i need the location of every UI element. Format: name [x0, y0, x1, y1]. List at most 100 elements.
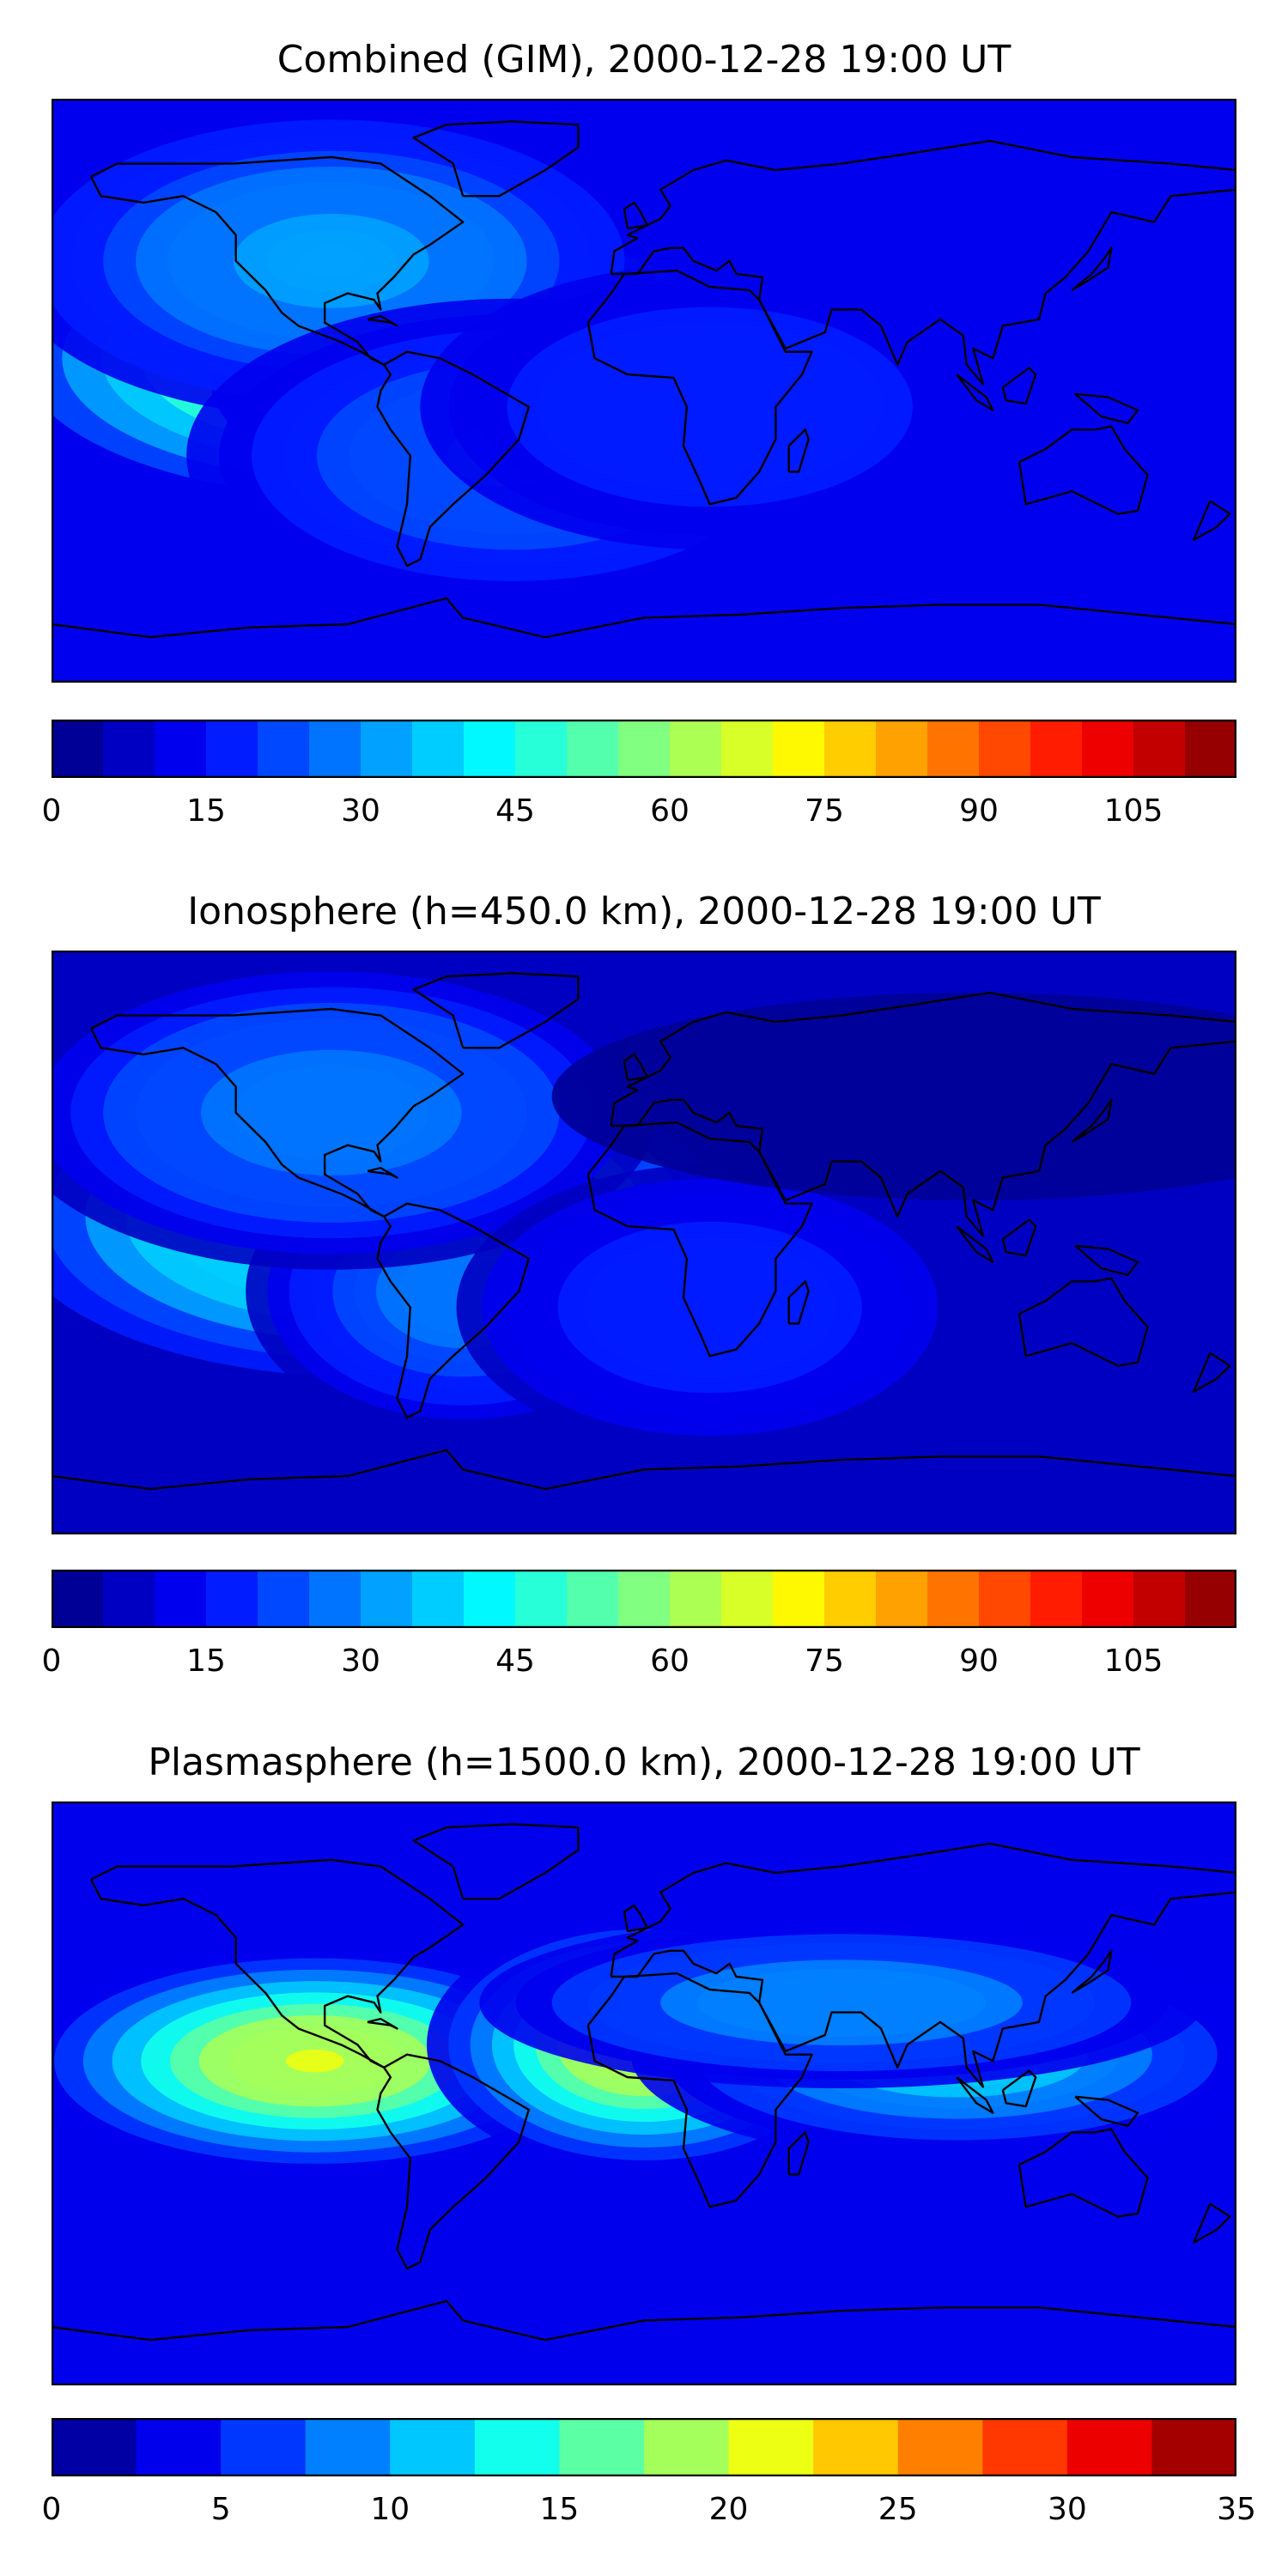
- coastline-south-america: [376, 2053, 531, 2270]
- coastline-british-isles: [623, 1053, 649, 1082]
- colorbar-bin-11: [982, 2418, 1068, 2476]
- cold-spot-0: [551, 993, 1236, 1200]
- panel-2-map: [52, 951, 1236, 1534]
- colorbar-bin-11: [618, 720, 671, 778]
- coastline-cuba: [367, 2017, 398, 2030]
- map-frame: [52, 99, 1236, 683]
- coastline-new-zealand: [1192, 2202, 1231, 2244]
- panel-3-map: [52, 1801, 1236, 2385]
- panel-1-title: Combined (GIM), 2000-12-28 19:00 UT: [276, 38, 1012, 82]
- colorbar-tick-label-1: 15: [186, 793, 226, 829]
- colorbar-bin-2: [155, 1570, 207, 1628]
- colorbar-bin-12: [670, 720, 722, 778]
- coastline-japan: [1071, 1949, 1113, 1994]
- colorbar-bin-6: [361, 1570, 413, 1628]
- colorbar-bin-6: [559, 2418, 645, 2476]
- coastline-sumatra: [956, 374, 994, 411]
- colorbar-bin-13: [721, 720, 774, 778]
- coastline-antarctica: [52, 1449, 1236, 1491]
- colorbar-bin-10: [567, 720, 619, 778]
- colorbar-bin-9: [515, 720, 568, 778]
- colorbar-tick-label-7: 35: [1217, 2492, 1256, 2527]
- blob-2-band-9: [298, 1097, 364, 1129]
- colorbar-bin-1: [103, 1570, 155, 1628]
- coastline-japan: [1071, 246, 1113, 291]
- coastlines: [52, 972, 1236, 1491]
- coastlines: [52, 1823, 1236, 2342]
- colorbar-tick-label-7: 105: [1103, 793, 1163, 829]
- colorbar-bin-11: [618, 1570, 671, 1628]
- coastline-eurasia: [610, 139, 1236, 386]
- coastline-sumatra: [956, 1225, 994, 1263]
- coastline-british-isles: [623, 201, 649, 230]
- coastline-new-guinea: [1074, 1244, 1139, 1276]
- colorbar-bin-1: [136, 2418, 222, 2476]
- coastline-australia: [1018, 1277, 1149, 1367]
- blob-2-band-9: [298, 245, 364, 277]
- coastline-new-guinea: [1074, 392, 1139, 424]
- colorbar-bin-19: [1030, 720, 1083, 778]
- colorbar-bin-3: [206, 720, 258, 778]
- colorbar-bin-0: [52, 2418, 137, 2476]
- coastline-new-zealand: [1192, 1352, 1231, 1393]
- colorbar-bin-14: [773, 720, 825, 778]
- coastline-borneo: [1001, 367, 1037, 405]
- colorbar-bin-6: [361, 720, 413, 778]
- blob-4-band-9: [680, 392, 739, 422]
- colorbar-tick-label-0: 0: [41, 1643, 62, 1679]
- colorbar-bin-0: [52, 1570, 104, 1628]
- colorbar-bin-22: [1185, 1570, 1236, 1628]
- colorbar-bin-3: [305, 2418, 391, 2476]
- colorbar-tick-label-1: 15: [186, 1643, 226, 1679]
- coastline-madagascar: [787, 2131, 810, 2176]
- colorbar-bin-20: [1082, 1570, 1134, 1628]
- panel-1-map: [52, 99, 1236, 683]
- colorbar-bin-14: [773, 1570, 825, 1628]
- colorbar-tick-label-3: 45: [495, 1643, 535, 1679]
- coastline-australia: [1018, 2128, 1149, 2218]
- colorbar-tick-label-4: 60: [650, 1643, 690, 1679]
- colorbar-bin-15: [824, 720, 877, 778]
- coastline-eurasia: [610, 1842, 1236, 2088]
- colorbar-bin-12: [1066, 2418, 1152, 2476]
- colorbar-tick-label-0: 0: [41, 2492, 62, 2527]
- colorbar-bin-7: [644, 2418, 730, 2476]
- colorbar-bin-10: [897, 2418, 983, 2476]
- colorbar-frame: [52, 2418, 1236, 2476]
- coastline-greenland: [412, 1823, 580, 1900]
- colorbar-tick-label-5: 25: [878, 2492, 918, 2527]
- coastline-borneo: [1001, 2069, 1037, 2108]
- colorbar-bin-16: [876, 1570, 928, 1628]
- colorbar-tick-label-5: 75: [805, 1643, 844, 1679]
- colorbar-tick-label-6: 90: [959, 793, 999, 829]
- colorbar-bin-0: [52, 720, 104, 778]
- coastline-cuba: [367, 314, 398, 327]
- colorbar-bin-8: [464, 1570, 516, 1628]
- colorbar-bin-17: [927, 720, 980, 778]
- coastline-cuba: [367, 1166, 398, 1179]
- coastline-south-america: [376, 1202, 531, 1419]
- panel-3-colorbar: [52, 2418, 1236, 2476]
- panel-2-colorbar: [52, 1570, 1236, 1628]
- colorbar-tick-label-1: 5: [210, 2492, 231, 2527]
- coastlines: [52, 120, 1236, 639]
- colorbar-bin-4: [258, 1570, 310, 1628]
- coastline-british-isles: [623, 1904, 649, 1933]
- coastline-new-guinea: [1074, 2095, 1139, 2127]
- colorbar-tick-label-4: 60: [650, 793, 690, 829]
- map-frame: [52, 1801, 1236, 2385]
- colorbar-tick-label-6: 90: [959, 1643, 999, 1679]
- coastline-antarctica: [52, 2300, 1236, 2342]
- colorbar-bin-5: [309, 1570, 361, 1628]
- field-layer: [52, 951, 1236, 1534]
- coastline-madagascar: [787, 1280, 810, 1325]
- field-layer: [52, 99, 1236, 683]
- colorbar-bin-13: [1151, 2418, 1236, 2476]
- colorbar-bin-8: [728, 2418, 814, 2476]
- colorbar-bin-21: [1133, 720, 1186, 778]
- colorbar-bin-16: [876, 720, 928, 778]
- colorbar-bin-8: [464, 720, 516, 778]
- colorbar-tick-label-5: 75: [805, 793, 844, 829]
- colorbar-bin-2: [221, 2418, 307, 2476]
- coastline-borneo: [1001, 1218, 1037, 1257]
